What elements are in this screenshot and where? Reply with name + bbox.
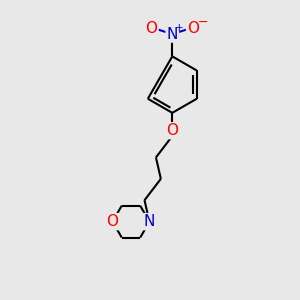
Text: N: N	[144, 214, 155, 229]
Text: +: +	[175, 22, 183, 32]
Text: N: N	[167, 27, 178, 42]
Text: O: O	[166, 123, 178, 138]
Text: O: O	[187, 21, 199, 36]
Text: O: O	[146, 21, 158, 36]
Text: −: −	[198, 16, 208, 29]
Text: O: O	[106, 214, 119, 229]
